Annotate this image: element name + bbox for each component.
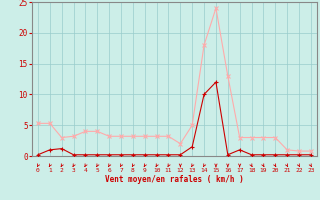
X-axis label: Vent moyen/en rafales ( km/h ): Vent moyen/en rafales ( km/h ) bbox=[105, 175, 244, 184]
